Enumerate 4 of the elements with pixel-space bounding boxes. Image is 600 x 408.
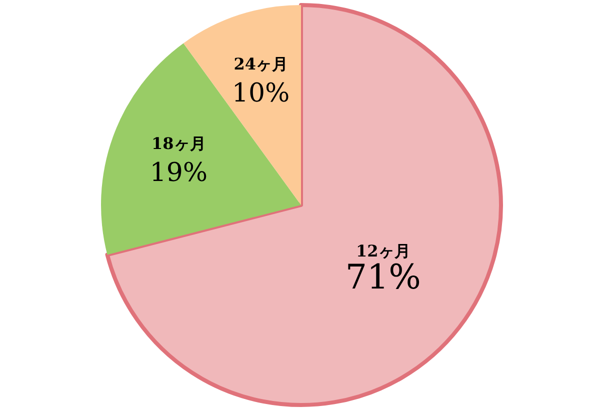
slice-label: 18ヶ月 bbox=[152, 134, 206, 153]
data-label: 19% bbox=[150, 158, 208, 188]
slice-label: 24ヶ月 bbox=[234, 54, 288, 74]
data-label: 10% bbox=[232, 78, 290, 108]
